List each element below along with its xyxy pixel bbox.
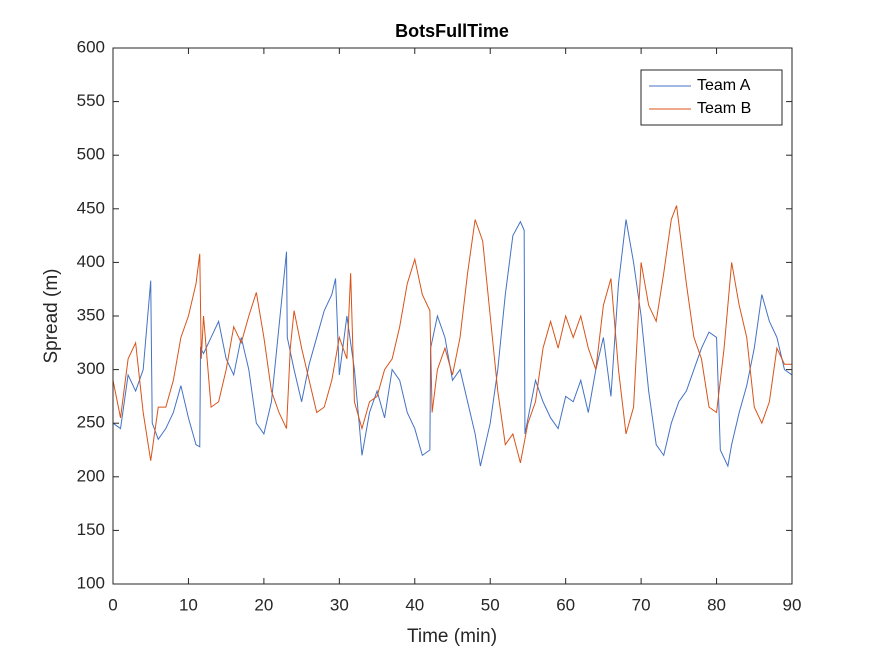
y-axis-label: Spread (m) xyxy=(41,268,62,363)
x-tick-label: 90 xyxy=(783,595,802,614)
x-tick-label: 80 xyxy=(707,595,726,614)
x-tick-label: 40 xyxy=(405,595,424,614)
y-tick-label: 500 xyxy=(77,145,105,164)
legend-box xyxy=(640,69,783,126)
chart-title: BotsFullTime xyxy=(395,21,509,41)
legend-label: Team A xyxy=(697,77,751,94)
y-tick-label: 200 xyxy=(77,466,105,485)
y-tick-label: 350 xyxy=(77,305,105,324)
x-tick-label: 0 xyxy=(108,595,117,614)
series-line xyxy=(112,219,793,468)
y-tick-label: 450 xyxy=(77,198,105,217)
y-tick-label: 100 xyxy=(77,573,105,592)
x-tick-label: 10 xyxy=(179,595,198,614)
x-axis-label: Time (min) xyxy=(407,626,497,647)
x-tick-label: 50 xyxy=(481,595,500,614)
x-tick-label: 30 xyxy=(330,595,349,614)
y-tick-label: 400 xyxy=(77,252,105,271)
legend-label: Team B xyxy=(697,100,751,117)
y-tick-label: 250 xyxy=(77,413,105,432)
x-tick-label: 20 xyxy=(254,595,273,614)
y-tick-label: 150 xyxy=(77,520,105,539)
x-tick-label: 60 xyxy=(556,595,575,614)
y-tick-label: 300 xyxy=(77,359,105,378)
x-tick-label: 70 xyxy=(632,595,651,614)
y-tick-label: 550 xyxy=(77,91,105,110)
series-line xyxy=(112,205,792,463)
y-tick-label: 600 xyxy=(77,37,105,56)
